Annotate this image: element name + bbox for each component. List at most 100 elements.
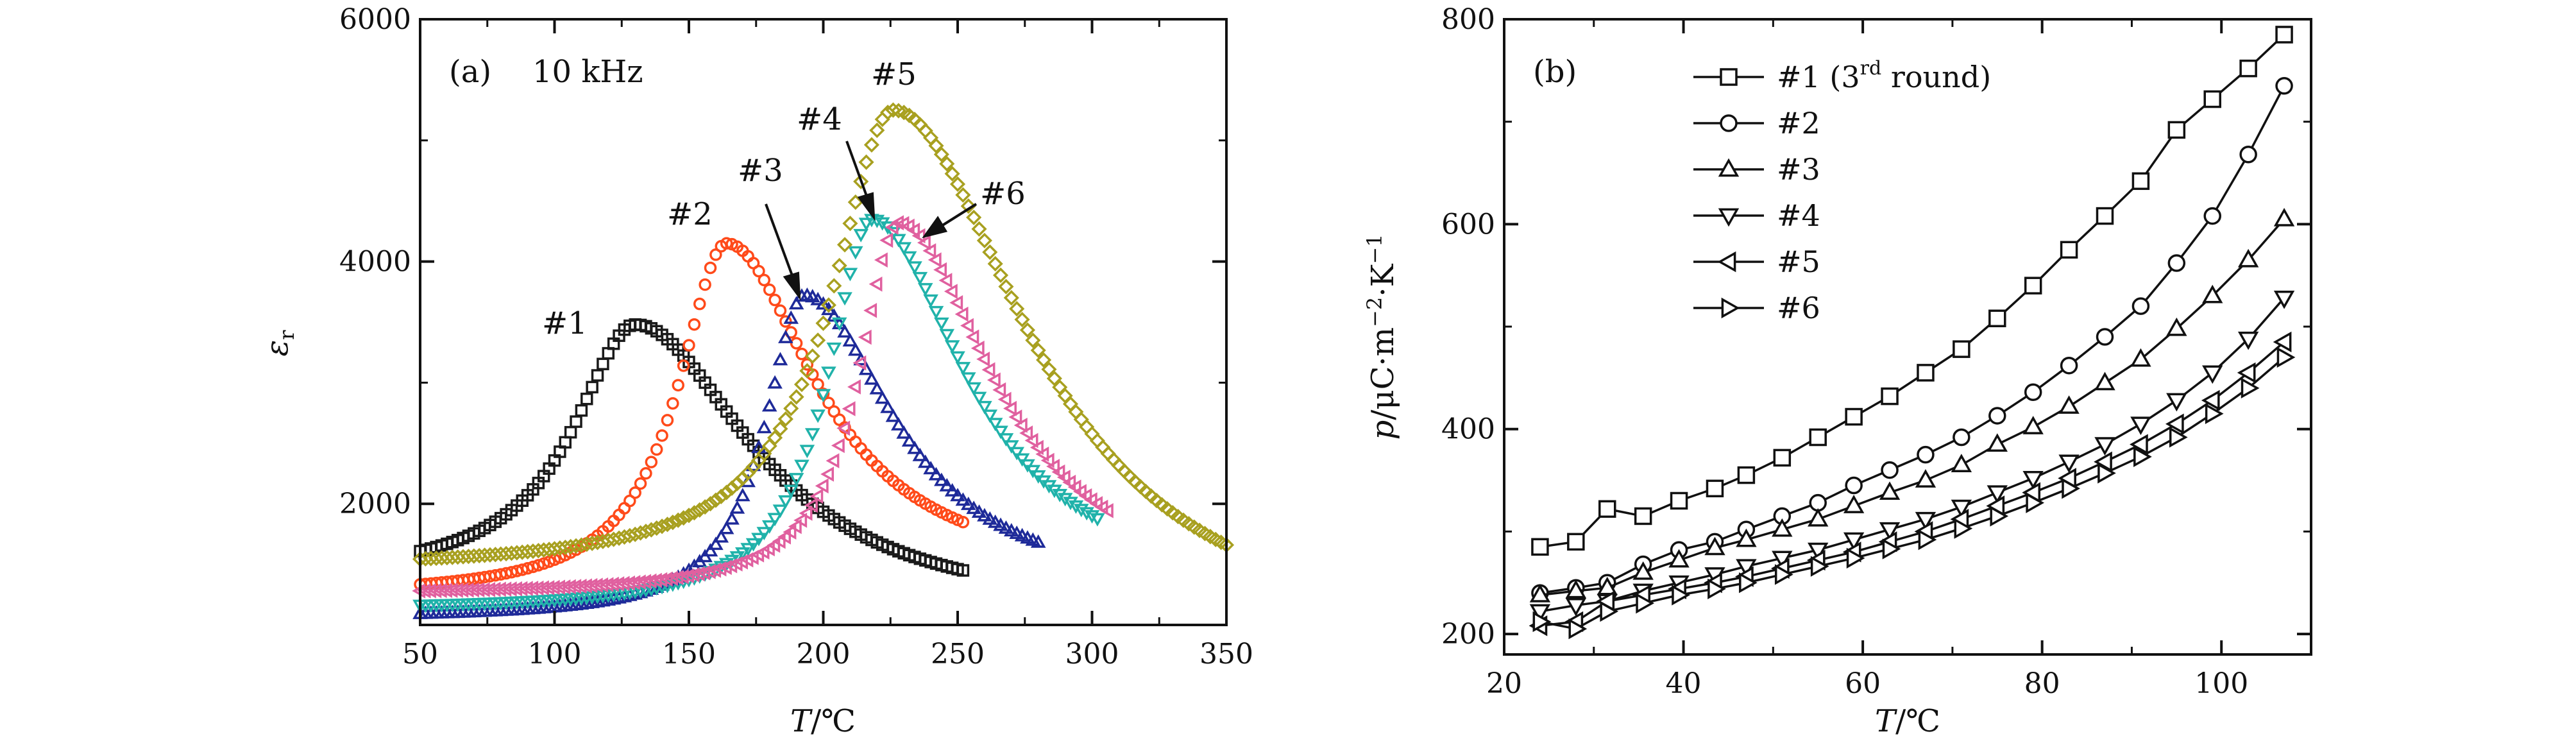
a-point xyxy=(976,351,990,367)
a-point xyxy=(804,428,820,442)
a-point xyxy=(804,289,820,303)
b-point xyxy=(2130,348,2151,367)
a-point xyxy=(632,574,646,590)
legend-label-main: #5 xyxy=(1777,244,1820,279)
a-point xyxy=(597,357,609,371)
b-point xyxy=(1879,522,1901,541)
a-xtick-label: 350 xyxy=(1199,638,1253,670)
b-point xyxy=(1772,551,1793,570)
a-point xyxy=(960,318,974,334)
legend-label-main: #6 xyxy=(1777,291,1820,325)
b-point xyxy=(2062,478,2080,499)
legend-marker xyxy=(1720,114,1738,132)
b-point xyxy=(2060,356,2078,375)
a-point xyxy=(709,248,722,261)
panel-a-series xyxy=(412,102,1235,619)
a-point xyxy=(428,551,445,567)
b-point xyxy=(1881,461,1899,479)
legend-label: #1 (3rd round) xyxy=(1777,57,1991,94)
a-point xyxy=(767,430,783,446)
panel-b-ylabel-exp2: −1 xyxy=(1362,234,1387,264)
legend-label-main: #4 xyxy=(1777,198,1820,233)
a-point xyxy=(627,575,641,590)
a-point xyxy=(1019,425,1033,441)
a-point xyxy=(853,173,869,190)
a-point xyxy=(735,547,750,561)
a-xtick-label: 150 xyxy=(662,638,716,670)
a-point xyxy=(912,447,928,461)
a-point xyxy=(1008,409,1022,425)
a-point xyxy=(847,342,863,356)
a-point xyxy=(970,340,985,356)
a-series-1 xyxy=(414,318,970,577)
b-point xyxy=(1879,481,1901,500)
b-point xyxy=(1810,556,1829,577)
panel-b-y-ticks: 200 400 600 800 xyxy=(1441,3,2311,651)
b-point xyxy=(2203,207,2221,225)
annotation-3: #3 xyxy=(738,153,783,189)
a-point xyxy=(455,549,471,565)
a-point xyxy=(665,570,679,586)
a-point xyxy=(847,379,861,395)
a-point xyxy=(656,429,668,442)
a-point xyxy=(982,511,998,525)
a-point xyxy=(778,495,793,509)
a-point xyxy=(901,251,917,265)
a-point xyxy=(450,549,466,565)
b-point xyxy=(2202,284,2223,303)
a-point xyxy=(998,278,1014,295)
b-point xyxy=(1668,549,1690,568)
a-point xyxy=(880,399,895,413)
a-point xyxy=(837,292,852,306)
b-point xyxy=(1954,518,1973,539)
b-point xyxy=(1808,542,1829,561)
b-series-1 xyxy=(1531,26,2293,556)
annotation-1: #1 xyxy=(542,305,588,341)
b-point xyxy=(1739,572,1758,594)
a-point xyxy=(498,545,514,561)
legend-marker xyxy=(1718,158,1740,177)
b-point xyxy=(1843,532,1865,551)
a-point xyxy=(659,571,673,587)
b-point xyxy=(2276,346,2296,368)
a-point xyxy=(751,533,767,547)
a-point xyxy=(675,569,689,585)
a-point xyxy=(634,477,647,490)
b-point xyxy=(2130,416,2151,436)
a-point xyxy=(928,305,944,320)
b-ytick-label: 800 xyxy=(1441,3,1495,36)
a-point xyxy=(1004,440,1019,454)
legend-label-main: #2 xyxy=(1777,106,1820,141)
a-point xyxy=(777,411,793,427)
a-point xyxy=(869,276,883,292)
b-series-line xyxy=(1539,356,2285,630)
a-series-2 xyxy=(414,237,970,591)
a-point xyxy=(659,517,675,533)
a-point xyxy=(756,527,772,541)
a-point xyxy=(622,575,635,591)
a-point xyxy=(1046,459,1060,474)
a-point xyxy=(675,510,691,526)
a-point xyxy=(933,262,947,278)
b-series-line xyxy=(1539,85,2285,594)
a-point xyxy=(922,243,936,259)
a-xtick-label: 250 xyxy=(931,638,985,670)
a-point xyxy=(965,329,979,345)
a-point xyxy=(836,237,853,253)
a-point xyxy=(729,500,745,514)
a-point xyxy=(708,536,724,551)
a-point xyxy=(768,293,781,307)
a-point xyxy=(1057,493,1073,507)
panel-a-x-ticks: 50 100 150 200 250 300 350 xyxy=(402,19,1253,670)
a-point xyxy=(826,278,842,294)
a-point xyxy=(923,461,938,475)
a-point xyxy=(1056,470,1071,485)
b-point xyxy=(2169,427,2188,448)
legend-marker xyxy=(1721,297,1740,319)
a-point xyxy=(971,221,987,237)
a-point xyxy=(461,549,477,565)
a-point xyxy=(564,425,577,439)
a-point xyxy=(693,297,706,311)
a-point xyxy=(654,518,670,534)
a-point xyxy=(928,466,944,481)
